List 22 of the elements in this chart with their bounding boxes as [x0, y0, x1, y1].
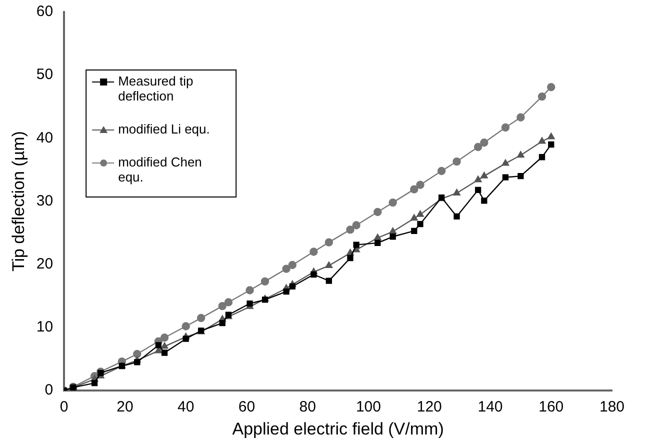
x-tick-label: 20 [116, 398, 134, 416]
legend-label: modified Chen equ. [118, 154, 202, 185]
x-tick-label: 40 [178, 398, 194, 416]
y-tick-label: 40 [36, 129, 54, 146]
x-tick-label: 160 [538, 398, 564, 416]
y-axis-title: Tip deflection (µm) [8, 131, 28, 272]
x-tick-label: 80 [299, 398, 316, 416]
y-tick-label: 60 [36, 3, 54, 20]
x-tick-label: 140 [478, 398, 503, 416]
x-tick-label: 60 [238, 398, 256, 416]
x-axis-title: Applied electric field (V/mm) [232, 419, 444, 438]
y-tick-label: 0 [44, 382, 54, 399]
y-tick-label: 30 [36, 192, 54, 210]
y-tick-label: 20 [36, 256, 54, 273]
x-tick-label: 180 [599, 398, 625, 416]
legend-label: Measured tip deflection [118, 74, 194, 104]
x-tick-label: 120 [416, 398, 442, 416]
x-tick-label: 100 [356, 398, 381, 416]
legend-label: modified Li equ. [118, 122, 210, 137]
y-tick-label: 50 [36, 66, 54, 84]
x-tick-label: 0 [60, 398, 68, 416]
y-tick-label: 10 [36, 318, 54, 336]
